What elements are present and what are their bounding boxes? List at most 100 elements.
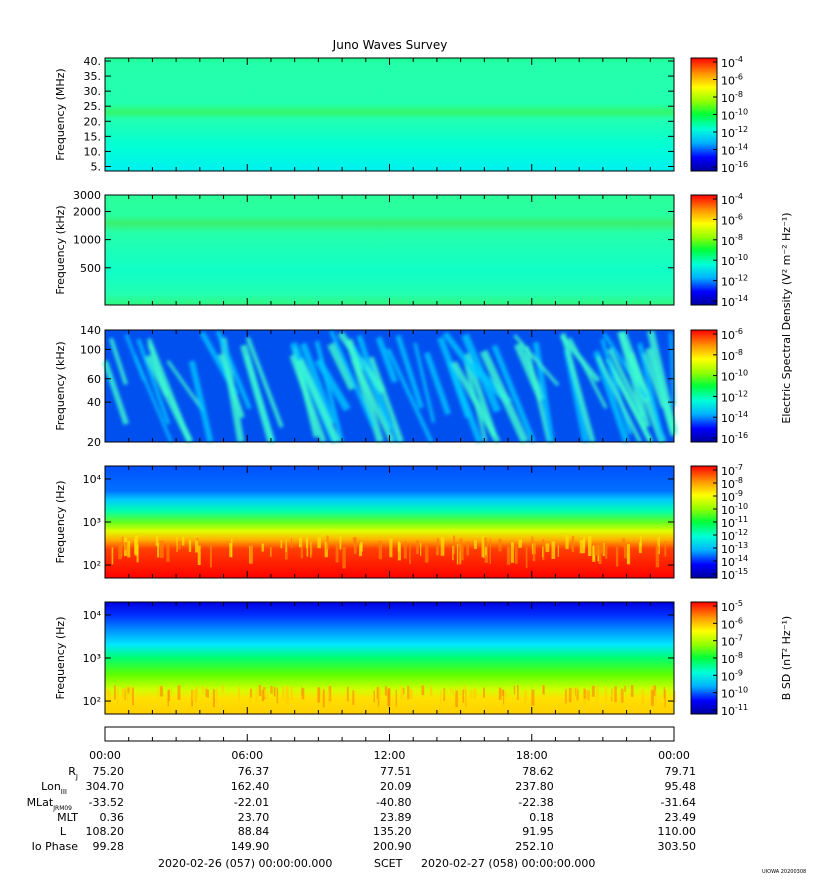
colorbar-tick-label: 10-8 — [721, 651, 743, 666]
ephemeris-row-label: MLatJRM09 — [27, 796, 73, 812]
panel-1: 5. 10. 15. 20. 25. 30. 35. 40. Frequency (MHz) 10… — [54, 55, 748, 175]
y-tick-label: 15. — [84, 130, 102, 143]
colorbar-tick-label: 10-12 — [721, 274, 748, 289]
y-tick-label: 140 — [80, 324, 101, 337]
y-tick-label: 10⁴ — [83, 609, 102, 622]
ephemeris-row-label: MLT — [57, 811, 78, 824]
colorbar-label: B SD (nT² Hz⁻¹) — [780, 616, 793, 700]
ephemeris-value: -31.64 — [661, 796, 696, 809]
ephemeris-value: 23.89 — [380, 811, 412, 824]
y-axis-label: Frequency (Hz) — [54, 481, 67, 564]
y-tick-label: 35. — [84, 70, 102, 83]
ephemeris-value: 237.80 — [515, 780, 554, 793]
colorbar-tick-label: 10-10 — [721, 369, 748, 384]
colorbar-tick-label: 10-8 — [721, 90, 743, 105]
ephemeris-value: 252.10 — [515, 840, 554, 853]
colorbar-tick-label: 10-12 — [721, 389, 748, 404]
y-tick-label: 60 — [87, 373, 101, 386]
colorbar-tick-label: 10-9 — [721, 489, 743, 504]
time-range-label: SCET — [374, 857, 403, 870]
spectrogram-4 — [105, 466, 674, 578]
y-tick-label: 3000 — [73, 189, 101, 202]
y-tick-label: 5. — [91, 160, 102, 173]
time-range-start: 2020-02-26 (057) 00:00:00.000 — [158, 857, 332, 870]
time-axis: 00:00 06:00 12:00 18:00 00:00 — [89, 726, 690, 762]
ephemeris-row-label: LonIII — [41, 780, 67, 796]
y-tick-label: 10² — [83, 695, 101, 708]
colorbar-tick-label: 10-16 — [721, 160, 748, 175]
colorbar-tick-label: 10-9 — [721, 668, 743, 683]
y-tick-label: 10⁴ — [83, 473, 102, 486]
colorbar-tick-label: 10-8 — [721, 476, 743, 491]
ephemeris-value: 108.20 — [86, 825, 125, 838]
colorbar-tick-label: 10-8 — [721, 233, 743, 248]
y-axis-label: Frequency (kHz) — [54, 205, 67, 294]
ephemeris-value: 79.71 — [665, 765, 697, 778]
colorbar-tick-label: 10-6 — [721, 616, 743, 631]
ephemeris-value: -22.01 — [234, 796, 269, 809]
ephemeris-value: 149.90 — [231, 840, 270, 853]
colorbar-tick-label: 10-5 — [721, 599, 743, 614]
colorbar-tick-label: 10-14 — [721, 294, 748, 309]
colorbar-tick-label: 10-4 — [721, 55, 743, 70]
time-range: 2020-02-26 (057) 00:00:00.000 SCET 2020-… — [158, 857, 595, 870]
ephemeris-value: 77.51 — [380, 765, 412, 778]
colorbar-tick-label: 10-14 — [721, 143, 748, 158]
colorbar-tick-label: 10-7 — [721, 634, 743, 649]
colorbar-tick-label: 10-10 — [721, 502, 748, 517]
ephemeris-value: 0.18 — [529, 811, 554, 824]
ephemeris-value: 76.37 — [238, 765, 270, 778]
ephemeris-table: RJ 75.20 76.37 77.51 78.62 79.71 LonIII 304.70 1… — [27, 765, 696, 853]
colorbar-4 — [690, 465, 718, 579]
y-tick-label: 10³ — [83, 516, 101, 529]
spectrogram-2 — [105, 195, 674, 305]
panel-2: 500 1000 2000 3000 Frequency (kHz) 10-4 10-6 10… — [54, 189, 748, 309]
colorbar-3 — [690, 329, 718, 443]
panel-4: 10² 10³ 10⁴ Frequency (Hz) 10-710-810-910-10… — [54, 463, 748, 582]
y-axis-label: Frequency (kHz) — [54, 341, 67, 430]
colorbar-tick-label: 10-6 — [721, 212, 743, 227]
ephemeris-value: 95.48 — [665, 780, 697, 793]
ephemeris-value: 135.20 — [373, 825, 412, 838]
x-tick-label: 00:00 — [658, 749, 690, 762]
colorbar-1 — [690, 57, 718, 172]
y-axis-label: Frequency (Hz) — [54, 617, 67, 700]
shared-colorbar-label: Electric Spectral Density (V² m⁻² Hz⁻¹) — [780, 212, 793, 423]
colorbar-tick-label: 10-8 — [721, 348, 743, 363]
ephemeris-value: 162.40 — [231, 780, 270, 793]
ephemeris-value: 75.20 — [93, 765, 125, 778]
colorbar-tick-label: 10-10 — [721, 108, 748, 123]
colorbar-tick-label: 10-7 — [721, 463, 743, 478]
y-tick-label: 100 — [80, 343, 101, 356]
colorbar-tick-label: 10-12 — [721, 125, 748, 140]
colorbar-tick-label: 10-4 — [721, 192, 743, 207]
y-tick-label: 500 — [80, 262, 101, 275]
y-tick-label: 40 — [87, 396, 101, 409]
x-tick-label: 12:00 — [374, 749, 406, 762]
colorbar-tick-label: 10-11 — [721, 703, 748, 718]
panel-5: 10² 10³ 10⁴ Frequency (Hz) 10-5 10-6 10-7 10-8 1… — [54, 599, 793, 718]
ephemeris-value: -33.52 — [89, 796, 124, 809]
spectrogram-1 — [105, 58, 674, 171]
y-tick-label: 30. — [84, 85, 102, 98]
y-tick-label: 10³ — [83, 652, 101, 665]
processing-stamp: UIOWA 20200308 — [762, 869, 806, 875]
ephemeris-value: 91.95 — [522, 825, 554, 838]
colorbar-tick-label: 10-14 — [721, 554, 748, 569]
y-tick-label: 20 — [87, 436, 101, 449]
y-tick-label: 20. — [84, 115, 102, 128]
y-tick-label: 2000 — [73, 205, 101, 218]
ephemeris-row-label: L — [60, 825, 67, 838]
colorbar-tick-label: 10-10 — [721, 253, 748, 268]
colorbar-tick-label: 10-13 — [721, 541, 748, 556]
y-tick-label: 40. — [84, 55, 102, 68]
y-axis-label: Frequency (MHz) — [54, 68, 67, 160]
ephemeris-value: 200.90 — [373, 840, 412, 853]
wave-streaks — [102, 329, 678, 444]
colorbar-tick-label: 10-10 — [721, 686, 748, 701]
colorbar-tick-label: 10-6 — [721, 327, 743, 342]
ephemeris-value: 78.62 — [522, 765, 554, 778]
ephemeris-value: 0.36 — [100, 811, 125, 824]
colorbar-tick-label: 10-12 — [721, 528, 748, 543]
